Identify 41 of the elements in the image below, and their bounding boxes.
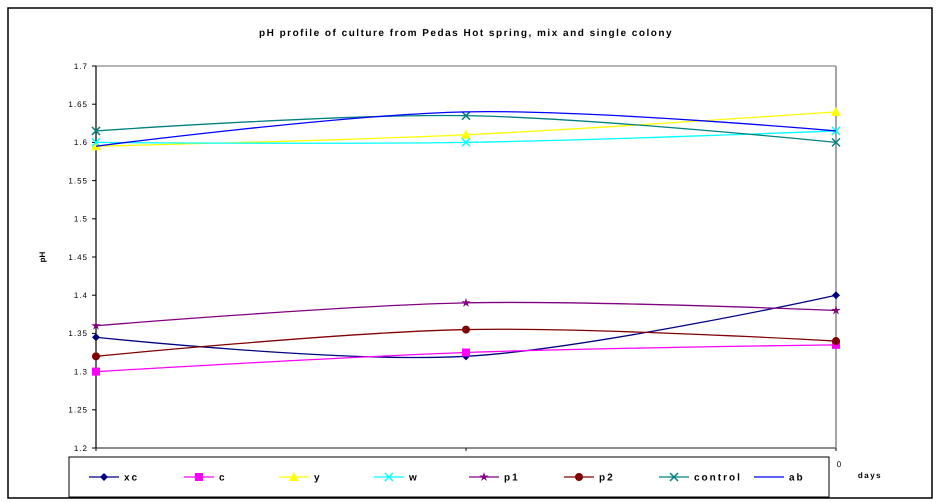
point	[461, 298, 471, 307]
legend-label: p1	[504, 472, 520, 484]
y-tick-label: 1.45	[68, 252, 88, 262]
point	[831, 138, 841, 148]
point	[462, 326, 470, 334]
y-tick-label: 1.35	[68, 329, 88, 338]
y-tick-label: 1.6	[74, 138, 88, 148]
y-tick-label: 1.7	[74, 62, 88, 71]
point	[91, 126, 101, 136]
y-tick-label: 1.4	[74, 291, 88, 300]
y-axis-title: pH	[38, 251, 47, 262]
point	[92, 368, 100, 376]
y-tick-label: 1.2	[74, 444, 88, 453]
legend-label: xc	[124, 472, 140, 484]
point	[831, 305, 841, 315]
legend-label: y	[314, 472, 322, 484]
point	[461, 110, 471, 120]
chart-title: pH profile of culture from Pedas Hot spring, mix and single colony	[258, 28, 674, 39]
y-tick-label: 1.3	[74, 367, 88, 376]
x-axis-title: days	[858, 471, 882, 480]
point	[461, 138, 471, 148]
y-tick-label: 1.65	[68, 100, 88, 109]
point	[91, 138, 101, 148]
point	[831, 126, 841, 136]
point	[831, 106, 841, 116]
point	[832, 291, 840, 300]
legend-label: c	[219, 472, 227, 484]
y-tick-label: 1.5	[74, 214, 88, 224]
legend-label: ab	[789, 472, 805, 484]
y-tick-label: 1.55	[68, 176, 88, 186]
point	[462, 348, 470, 356]
point	[91, 320, 101, 330]
x-tick-label: 0	[836, 460, 842, 469]
legend-label: control	[694, 472, 742, 484]
y-tick-label: 1.25	[68, 406, 88, 415]
point	[92, 352, 100, 360]
legend-label: p2	[599, 472, 615, 484]
point	[461, 130, 471, 139]
point	[92, 333, 100, 342]
legend-label: w	[408, 472, 419, 484]
point	[832, 337, 840, 346]
